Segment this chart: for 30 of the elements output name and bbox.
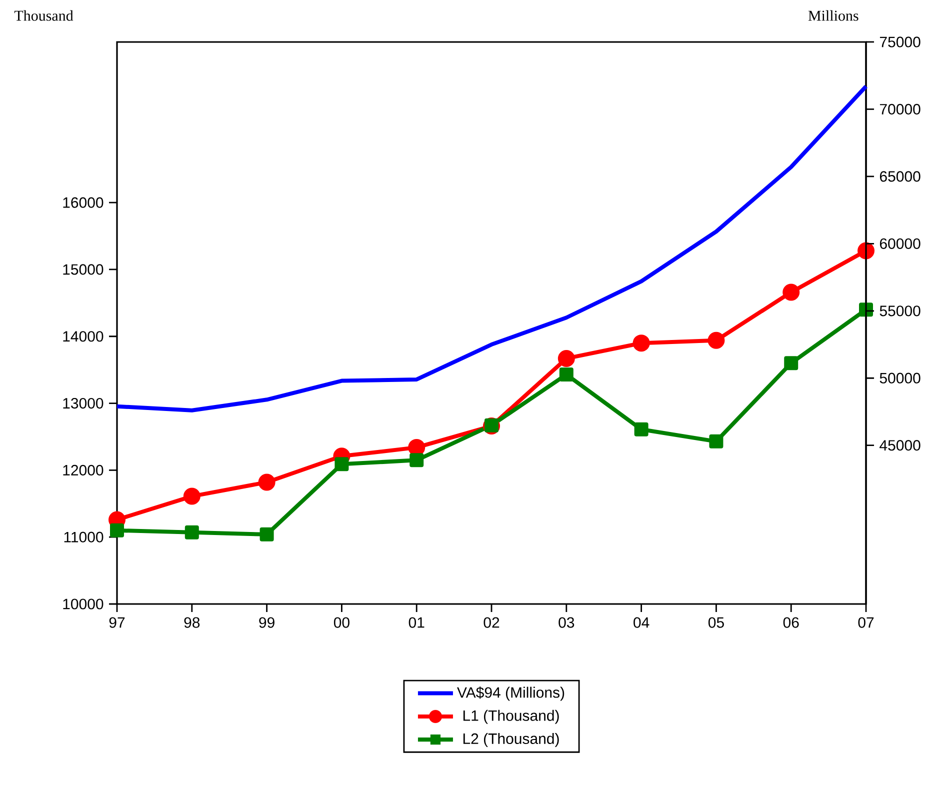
y2-tick-label: 45000 <box>880 440 920 451</box>
x-tick-label: 05 <box>708 617 724 628</box>
x-tick-label: 97 <box>109 617 125 628</box>
y2-tick-label: 75000 <box>880 36 920 48</box>
legend-label: L1 (Thousand) <box>463 710 559 724</box>
x-tick-label: 03 <box>558 617 574 628</box>
legend-label: VA$94 (Millions) <box>457 686 564 701</box>
y-tick-label: 13000 <box>63 398 104 409</box>
y2-axis-title: Millions <box>808 10 858 21</box>
x-tick-label: 00 <box>334 617 350 628</box>
y2-tick-label: 60000 <box>880 238 920 249</box>
x-tick-label: 02 <box>484 617 500 628</box>
x-tick-label: 99 <box>259 617 274 628</box>
y-tick-label: 12000 <box>63 464 104 476</box>
x-tick-label: 01 <box>408 617 424 628</box>
x-tick-label: 04 <box>634 617 650 628</box>
y-tick-label: 10000 <box>63 598 104 610</box>
y-tick-label: 11000 <box>64 532 104 542</box>
y-axis-title: Thousand <box>14 10 74 21</box>
x-tick-label: 06 <box>783 617 799 628</box>
y-tick-label: 14000 <box>63 331 104 342</box>
y2-tick-label: 65000 <box>880 171 920 182</box>
y2-tick-label: 70000 <box>880 104 920 115</box>
legend-label: L2 (Thousand) <box>463 733 559 747</box>
x-tick-label: 07 <box>858 617 874 628</box>
y-tick-label: 16000 <box>63 197 104 208</box>
x-tick-label: 98 <box>184 617 200 628</box>
y2-tick-label: 55000 <box>880 306 920 316</box>
y-tick-label: 15000 <box>63 264 104 275</box>
y2-tick-label: 50000 <box>880 372 920 384</box>
